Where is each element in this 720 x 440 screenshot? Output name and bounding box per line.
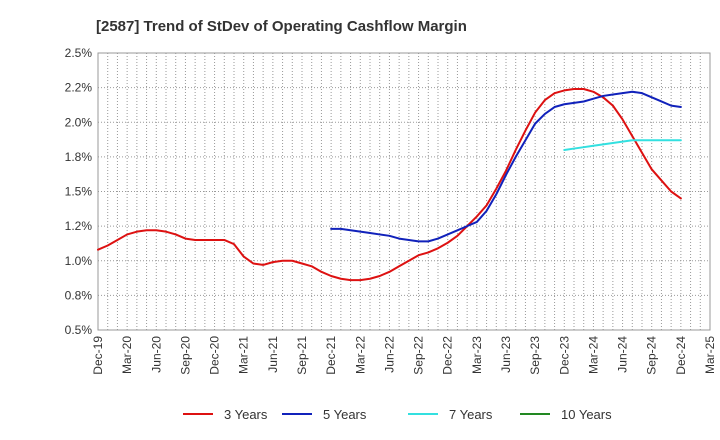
x-tick-label: Sep-24 [645, 336, 659, 375]
x-tick-label: Dec-22 [441, 336, 455, 375]
series-line-3-years [97, 88, 682, 282]
y-axis: 0.5% 0.8% 1.0% 1.2% 1.5% 1.8% 2.0% 2.2% 2.5% [65, 46, 93, 337]
x-tick-label: Dec-21 [324, 336, 338, 375]
x-axis: Dec-19 Mar-20 Jun-20 Sep-20 Dec-20 Mar-21 Jun-… [91, 336, 717, 375]
x-tick-label: Dec-24 [674, 336, 688, 375]
legend-label-3-years: 3 Years [224, 407, 268, 422]
x-tick-label: Jun-24 [616, 336, 630, 373]
legend-label-7-years: 7 Years [449, 407, 493, 422]
chart-title: [2587] Trend of StDev of Operating Cashf… [96, 18, 467, 35]
series-line-7-years [563, 139, 682, 151]
plot-area [97, 52, 711, 331]
x-tick-label: Sep-20 [178, 336, 192, 375]
y-tick-label: 0.8% [65, 288, 93, 302]
x-tick-label: Sep-22 [412, 336, 426, 375]
x-tick-label: Jun-22 [382, 336, 396, 373]
x-tick-label: Mar-24 [586, 336, 600, 374]
legend-label-5-years: 5 Years [323, 407, 367, 422]
y-tick-label: 2.0% [65, 115, 93, 129]
y-tick-label: 0.5% [65, 323, 93, 337]
y-tick-label: 1.0% [65, 254, 93, 268]
y-tick-label: 2.2% [65, 81, 93, 95]
x-tick-label: Dec-19 [91, 336, 105, 375]
x-tick-label: Dec-20 [208, 336, 222, 375]
y-tick-label: 1.8% [65, 150, 93, 164]
x-tick-label: Jun-21 [266, 336, 280, 373]
x-tick-label: Mar-20 [120, 336, 134, 374]
x-tick-label: Mar-21 [237, 336, 251, 374]
gridlines [98, 53, 710, 330]
x-tick-label: Sep-21 [295, 336, 309, 375]
x-tick-label: Mar-25 [703, 336, 717, 374]
x-tick-label: Dec-23 [557, 336, 571, 375]
x-tick-label: Jun-20 [149, 336, 163, 373]
series-line-5-years [330, 90, 682, 243]
y-tick-label: 1.5% [65, 185, 93, 199]
y-tick-label: 1.2% [65, 219, 93, 233]
y-tick-label: 2.5% [65, 46, 93, 60]
x-tick-label: Mar-22 [353, 336, 367, 374]
legend: 3 Years 5 Years 7 Years 10 Years [183, 407, 612, 422]
x-tick-label: Jun-23 [499, 336, 513, 373]
x-tick-label: Sep-23 [528, 336, 542, 375]
legend-label-10-years: 10 Years [561, 407, 612, 422]
x-tick-label: Mar-23 [470, 336, 484, 374]
series-lines [97, 88, 682, 282]
